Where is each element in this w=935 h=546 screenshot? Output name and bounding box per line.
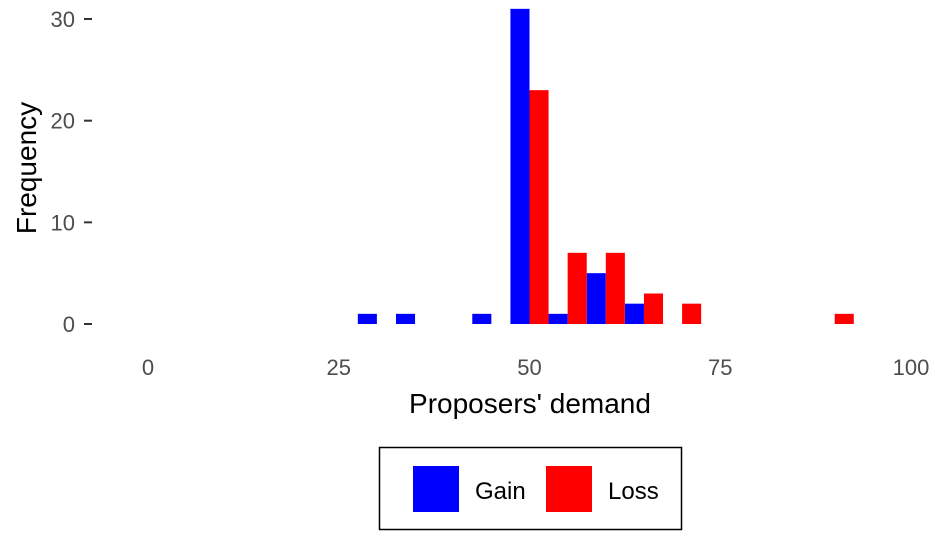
x-tick-label-0: 0 — [142, 355, 154, 380]
bar-gain-60 — [586, 273, 606, 324]
x-axis-label: Proposers' demand — [409, 388, 651, 419]
bar-loss-50 — [529, 90, 549, 324]
legend-label-loss: Loss — [608, 478, 659, 505]
legend-swatch-gain — [413, 466, 459, 512]
bar-loss-60 — [605, 252, 625, 324]
bar-gain-65 — [624, 303, 644, 324]
x-tick-label-25: 25 — [327, 355, 351, 380]
bar-gain-30 — [357, 313, 377, 324]
bar-loss-65 — [643, 293, 664, 324]
bar-gain-50 — [510, 8, 530, 325]
legend-swatch-loss — [546, 466, 592, 512]
bar-loss-90 — [834, 313, 854, 324]
bar-gain-45 — [472, 313, 492, 324]
x-tick-label-100: 100 — [893, 355, 930, 380]
bar-gain-55 — [548, 313, 568, 324]
legend: Gain Loss — [378, 446, 683, 531]
bar-gain-35 — [395, 313, 416, 324]
y-axis-label: Frequency — [11, 102, 42, 234]
bar-loss-55 — [567, 252, 587, 324]
y-axis: 0 10 20 30 — [51, 7, 92, 337]
y-tick-label-0: 0 — [63, 312, 75, 337]
y-tick-label-30: 30 — [51, 7, 75, 32]
legend-label-gain: Gain — [475, 478, 526, 505]
bar-loss-70 — [682, 303, 702, 324]
x-tick-label-50: 50 — [517, 355, 541, 380]
y-tick-label-10: 10 — [51, 210, 75, 235]
y-tick-label-20: 20 — [51, 109, 75, 134]
x-axis: 0 25 50 75 100 — [142, 355, 929, 380]
bars-layer — [357, 8, 854, 325]
x-tick-label-75: 75 — [708, 355, 732, 380]
